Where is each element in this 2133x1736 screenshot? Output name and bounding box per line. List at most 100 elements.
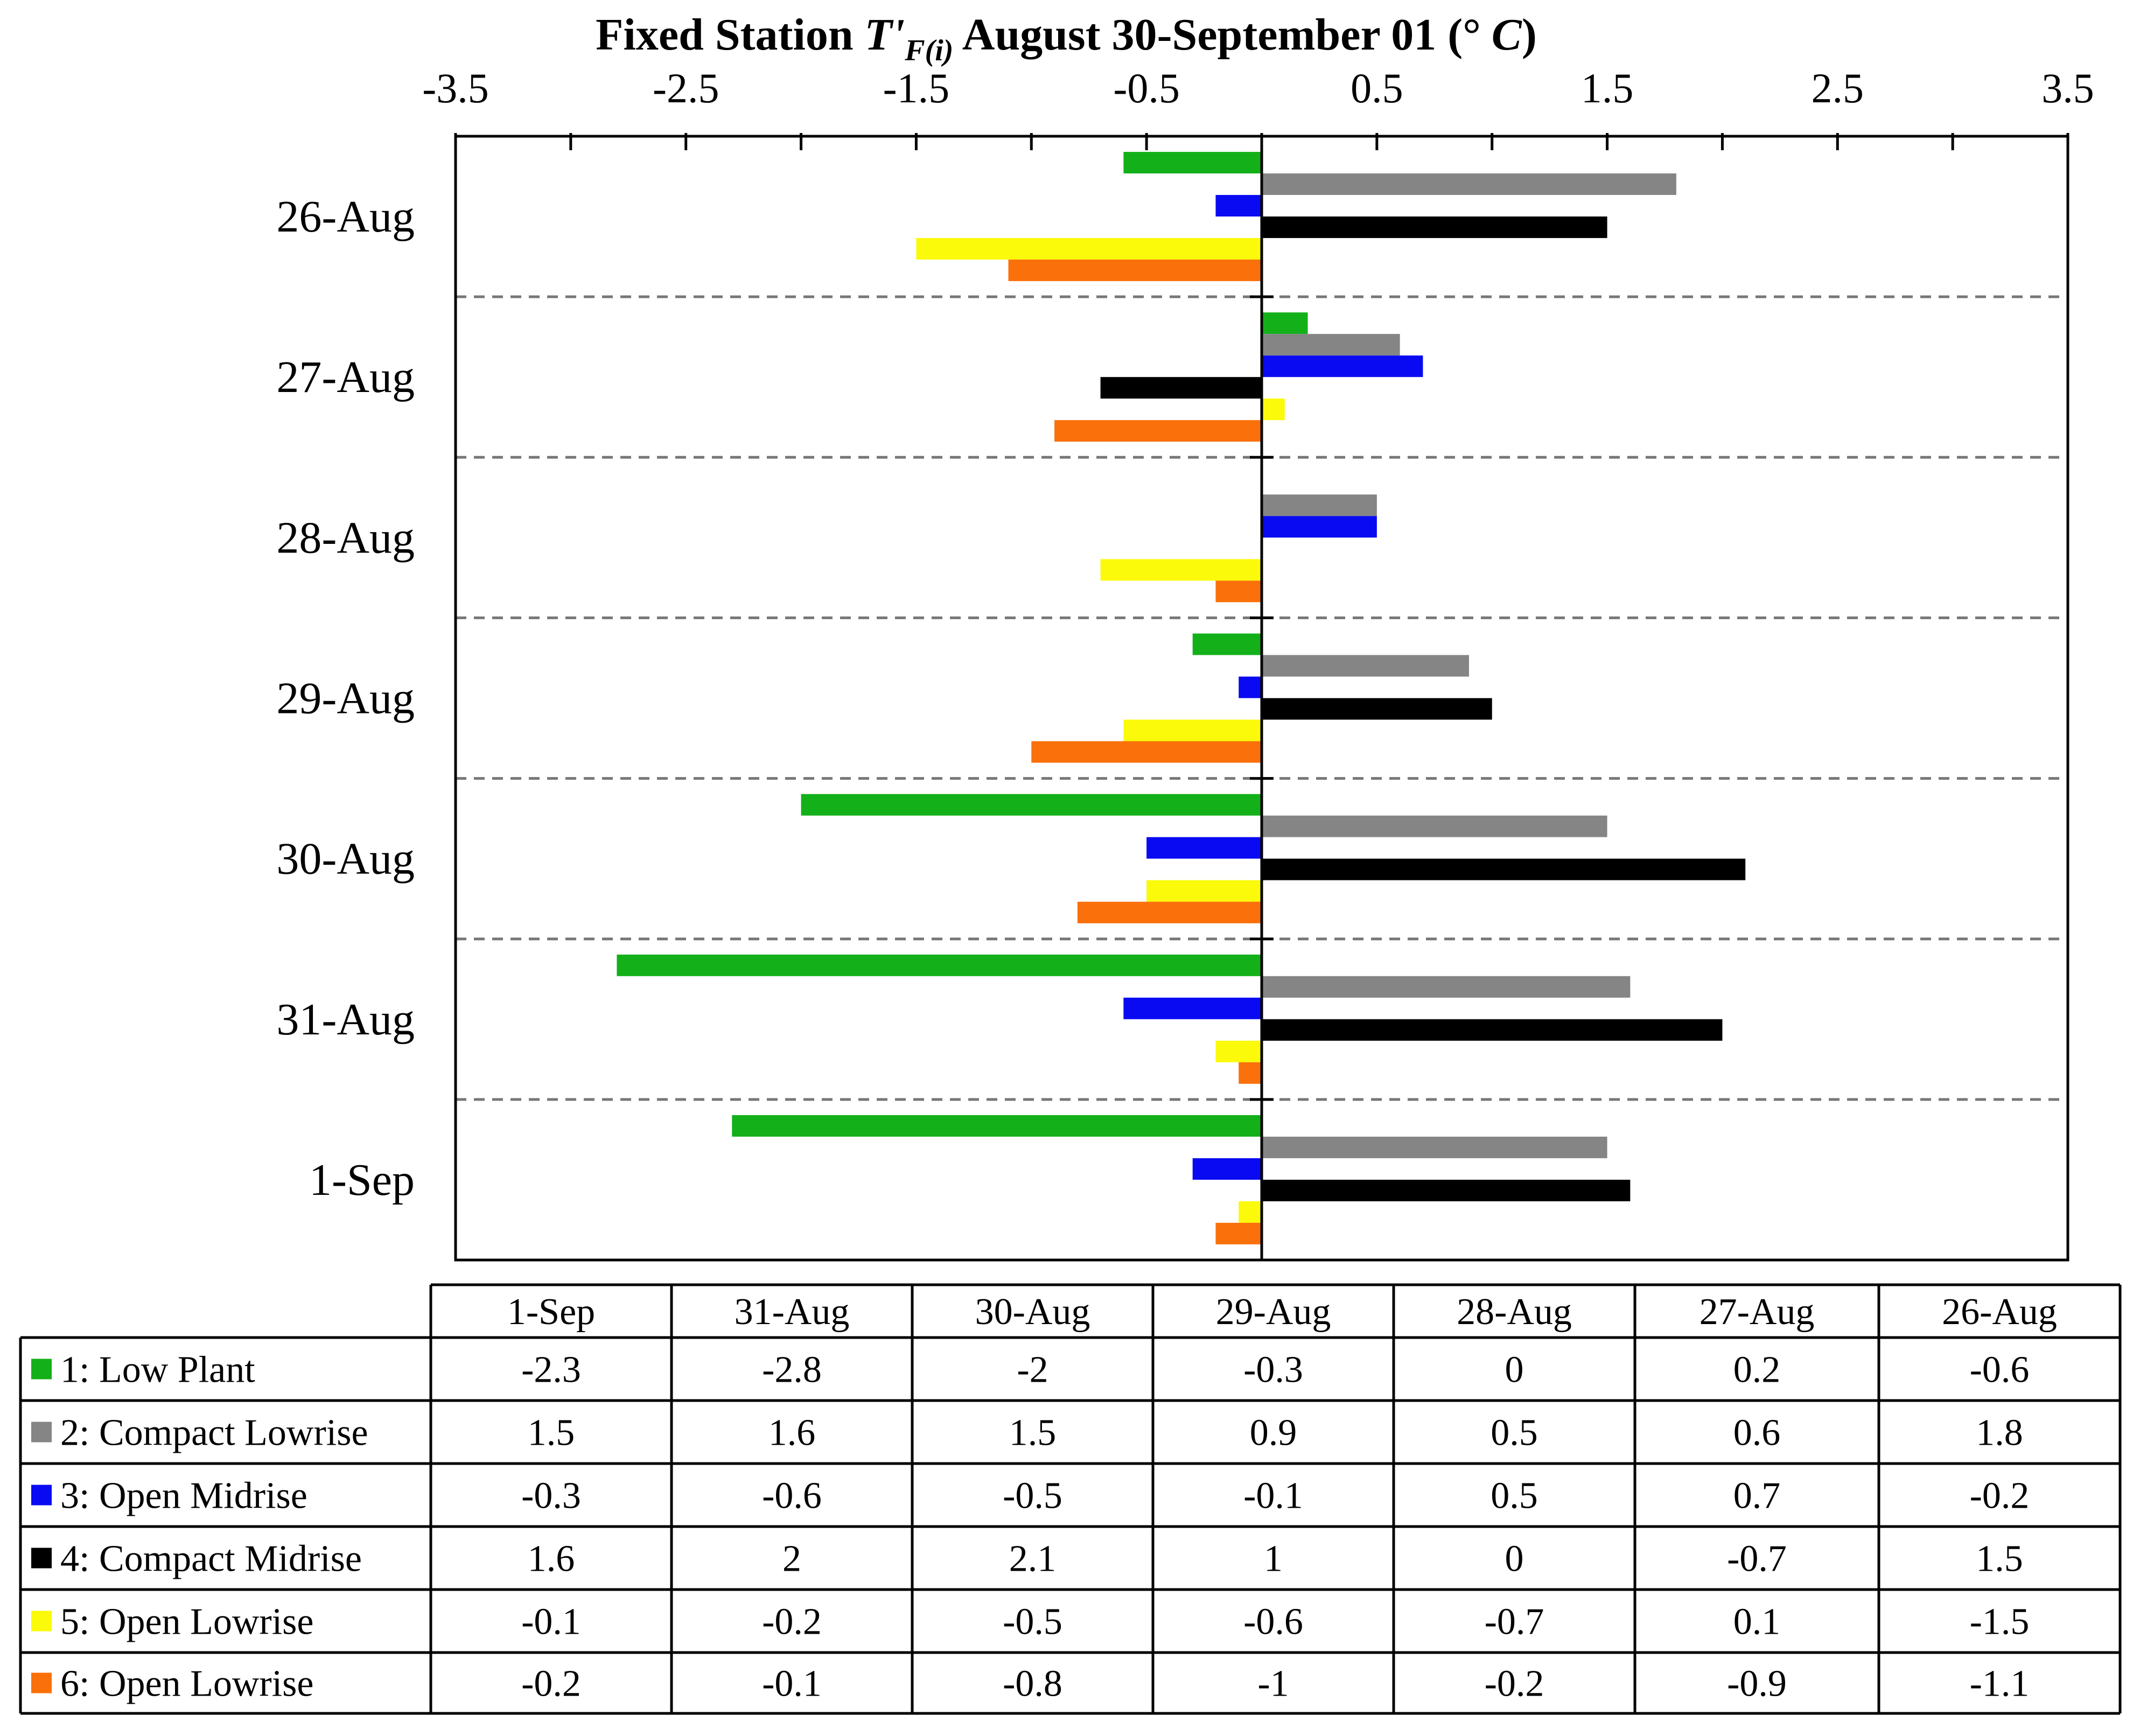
legend-swatch (31, 1422, 52, 1443)
table-cell: 1 (1264, 1538, 1283, 1580)
table-cell: -0.8 (1003, 1663, 1062, 1705)
legend-swatch (31, 1485, 52, 1506)
bar-30-aug-series-2 (1262, 815, 1607, 837)
x-tick-label: 1.5 (1581, 65, 1634, 111)
x-tick-label: 0.5 (1351, 65, 1403, 111)
x-tick-label: 3.5 (2041, 65, 2094, 111)
bar-30-aug-series-3 (1146, 837, 1262, 859)
table-cell: -0.2 (521, 1663, 581, 1705)
chart-title-suffix: August 30-September 01 (° (953, 10, 1480, 60)
table-cell: 1.5 (1976, 1538, 2023, 1580)
legend-swatch (31, 1359, 52, 1380)
bar-26-aug-series-3 (1215, 195, 1262, 217)
bar-27-aug-series-4 (1100, 377, 1262, 399)
table-cell: -0.7 (1727, 1538, 1787, 1580)
axes (454, 135, 2069, 1262)
table-cell: 1.6 (528, 1538, 575, 1580)
bar-28-aug-series-2 (1262, 494, 1377, 516)
bar-1-sep-series-5 (1239, 1201, 1262, 1223)
bar-29-aug-series-4 (1262, 698, 1492, 720)
category-label: 28-Aug (276, 513, 415, 563)
table-cell: -0.3 (1243, 1349, 1303, 1391)
table-cell: 0.5 (1491, 1412, 1538, 1454)
bar-26-aug-series-2 (1262, 173, 1676, 195)
bar-29-aug-series-3 (1239, 676, 1262, 698)
bar-27-aug-series-2 (1262, 334, 1400, 356)
bar-1-sep-series-6 (1215, 1222, 1262, 1244)
legend-swatch (31, 1672, 52, 1693)
table-cell: -0.1 (762, 1663, 822, 1705)
table-cell: 0.7 (1733, 1475, 1781, 1517)
bar-31-aug-series-4 (1262, 1019, 1723, 1041)
bar-28-aug-series-5 (1100, 559, 1262, 581)
bar-27-aug-series-1 (1262, 312, 1308, 334)
bar-26-aug-series-4 (1262, 216, 1607, 239)
bar-30-aug-series-1 (801, 794, 1262, 816)
category-label: 30-Aug (276, 834, 415, 884)
table-cell: -0.1 (1243, 1475, 1303, 1517)
table-cell: 0.6 (1733, 1412, 1781, 1454)
table-cell: -0.1 (521, 1601, 581, 1643)
table-cell: -0.3 (521, 1475, 581, 1517)
category-labels: 26-Aug 27-Aug 28-Aug 29-Aug 30-Aug 31-Aug 1-Se… (276, 192, 415, 1205)
table-header-cell: 31-Aug (735, 1291, 850, 1333)
legend-label: 5: Open Lowrise (60, 1601, 313, 1643)
ticks (454, 133, 2069, 1101)
table-cell: 1.5 (1009, 1412, 1057, 1454)
bar-28-aug-series-6 (1215, 580, 1262, 603)
x-tick-label: -1.5 (883, 65, 949, 111)
category-label: 31-Aug (276, 995, 415, 1045)
table-cell: 0.9 (1250, 1412, 1297, 1454)
table-cell: 1.5 (528, 1412, 575, 1454)
bar-31-aug-series-5 (1215, 1040, 1262, 1062)
legend-label: 1: Low Plant (60, 1349, 255, 1391)
table-header-cell: 29-Aug (1216, 1291, 1331, 1333)
bar-26-aug-series-6 (1008, 260, 1262, 282)
bar-1-sep-series-2 (1262, 1136, 1607, 1158)
table-cell: 1.6 (768, 1412, 816, 1454)
legend-label: 2: Compact Lowrise (60, 1412, 368, 1454)
table-cell: -0.6 (762, 1475, 822, 1517)
table-cell: -0.2 (1485, 1663, 1544, 1705)
bar-27-aug-series-6 (1054, 420, 1262, 442)
bar-27-aug-series-3 (1262, 355, 1423, 377)
bar-27-aug-series-5 (1262, 398, 1285, 421)
table-cell: 2.1 (1009, 1538, 1057, 1580)
x-tick-label: 2.5 (1812, 65, 1864, 111)
table-cell: -2.8 (762, 1349, 822, 1391)
table-cell: 1.8 (1976, 1412, 2023, 1454)
table-cell: 2 (782, 1538, 801, 1580)
table-cell: -0.6 (1243, 1601, 1303, 1643)
legend-label: 6: Open Lowrise (60, 1663, 313, 1705)
bar-31-aug-series-1 (617, 954, 1262, 976)
table-header-cell: 27-Aug (1700, 1291, 1815, 1333)
table-cell: -0.5 (1003, 1475, 1062, 1517)
legend-swatch (31, 1611, 52, 1632)
table-header-cell: 26-Aug (1942, 1291, 2057, 1333)
bar-30-aug-series-4 (1262, 858, 1746, 880)
table-header-cell: 1-Sep (507, 1291, 595, 1333)
category-label: 26-Aug (276, 192, 415, 242)
bar-29-aug-series-6 (1031, 741, 1262, 763)
bar-31-aug-series-6 (1239, 1062, 1262, 1084)
table-cell: 0 (1505, 1538, 1524, 1580)
chart-title-prefix: Fixed Station (596, 10, 864, 60)
chart-title-symbol: T' (865, 10, 905, 60)
bar-31-aug-series-3 (1123, 997, 1262, 1019)
bar-30-aug-series-5 (1146, 880, 1262, 902)
legend-label: 4: Compact Midrise (60, 1538, 362, 1580)
category-label: 27-Aug (276, 352, 415, 402)
legend-label: 3: Open Midrise (60, 1475, 307, 1517)
chart-title-unit: C (1492, 10, 1522, 60)
bar-29-aug-series-1 (1192, 633, 1262, 655)
x-tick-label: -3.5 (422, 65, 488, 111)
legend-swatch (31, 1548, 52, 1569)
bar-1-sep-series-3 (1192, 1158, 1262, 1180)
table-cell: -2.3 (521, 1349, 581, 1391)
table-cell: -0.5 (1003, 1601, 1062, 1643)
bar-1-sep-series-1 (732, 1115, 1262, 1137)
table-cell: 0.5 (1491, 1475, 1538, 1517)
bar-29-aug-series-5 (1123, 719, 1262, 741)
table-cell: -1 (1257, 1663, 1289, 1705)
